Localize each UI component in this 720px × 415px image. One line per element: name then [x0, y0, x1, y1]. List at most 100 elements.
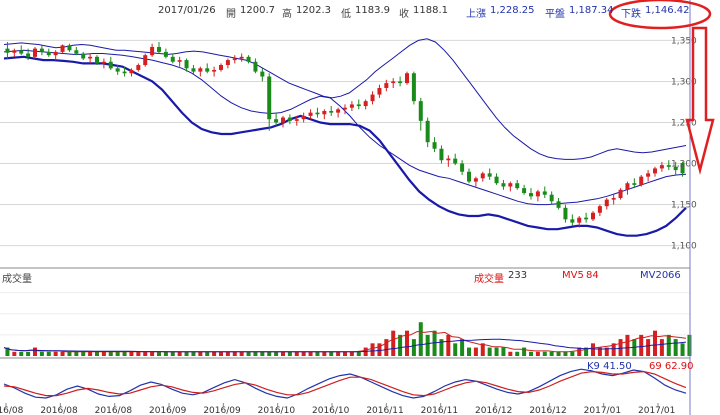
- volume-bar: [673, 339, 678, 356]
- candle-body: [591, 212, 595, 220]
- candle-body: [315, 112, 320, 115]
- x-tick-label: 2016/09: [203, 406, 241, 415]
- candle-body: [411, 73, 416, 102]
- volume-bar: [60, 351, 65, 356]
- volume-bar: [308, 351, 313, 356]
- candle-body: [232, 58, 237, 61]
- header-open-label: 開: [226, 9, 236, 20]
- candle-body: [122, 71, 127, 74]
- volume-bar: [101, 351, 106, 356]
- volume-bar: [653, 330, 657, 356]
- volume-bar: [246, 351, 251, 356]
- volume-bar: [611, 343, 616, 356]
- volume-bar: [260, 351, 265, 356]
- volume-bar: [646, 339, 651, 356]
- candle-body: [329, 110, 334, 113]
- volume-bar: [480, 343, 485, 356]
- volume-bar: [122, 351, 127, 356]
- x-tick-label: 2016/11: [366, 406, 403, 415]
- volume-bar: [556, 351, 561, 356]
- x-tick-label: 2017/01: [638, 406, 675, 415]
- mv5-label: MV5: [562, 270, 584, 281]
- candle-body: [287, 117, 292, 121]
- volume-bar: [597, 347, 602, 356]
- volume-bar: [315, 351, 320, 356]
- volume-value: 233: [508, 270, 528, 281]
- candle-body: [467, 171, 471, 182]
- candle-body: [666, 165, 671, 167]
- volume-bar: [384, 339, 389, 356]
- price-axis: 1,350 1,300 1,250 1,200 1,150 1,100: [671, 36, 697, 251]
- volume-bar: [591, 343, 595, 356]
- candle-body: [653, 168, 657, 174]
- x-tick-label: 2016/08: [40, 406, 78, 415]
- candle-body: [563, 207, 568, 220]
- candle-body: [549, 194, 554, 202]
- candle-body: [129, 69, 134, 74]
- candle-body: [480, 173, 485, 179]
- candle-body: [515, 183, 520, 189]
- volume-bar: [453, 343, 458, 356]
- volume-bar: [618, 339, 623, 356]
- candle-body: [225, 60, 230, 66]
- candle-body: [260, 71, 265, 77]
- volume-bar: [81, 351, 86, 356]
- bollinger-bands: [3, 38, 687, 237]
- volume-bar: [115, 351, 120, 356]
- candle-body: [246, 56, 251, 62]
- candle-body: [405, 73, 409, 84]
- header-low-value: 1183.9: [355, 5, 390, 16]
- candle-body: [529, 193, 533, 197]
- x-tick-label: 2016/11: [421, 406, 458, 415]
- volume-bar: [542, 351, 547, 356]
- volume-bar: [287, 351, 292, 356]
- candle-body: [163, 51, 168, 57]
- candle-body: [115, 68, 120, 72]
- k-line: [3, 368, 687, 399]
- volume-bar: [522, 347, 527, 356]
- header-high-value: 1202.3: [296, 5, 331, 16]
- volume-bar: [584, 347, 589, 356]
- mv20-line: [3, 338, 687, 353]
- candle-body: [67, 45, 72, 51]
- volume-bar: [336, 351, 341, 356]
- candle-body: [143, 55, 148, 66]
- candle-body: [88, 56, 93, 59]
- candle-body: [136, 65, 141, 70]
- candle-body: [239, 56, 244, 59]
- candle-body: [60, 45, 65, 52]
- volume-bar: [446, 334, 451, 356]
- y-tick-label: 1,150: [671, 201, 697, 211]
- volume-bar: [487, 347, 492, 356]
- volume-bar: [680, 343, 685, 356]
- volume-bar: [432, 330, 437, 356]
- volume-bar: [625, 334, 630, 356]
- volume-bar: [232, 351, 237, 356]
- candle-body: [453, 158, 458, 164]
- header-close-value: 1188.1: [413, 5, 448, 16]
- annotation: [608, 0, 715, 175]
- candle-body: [184, 60, 189, 69]
- volume-bar: [377, 343, 382, 356]
- volume-bar: [74, 351, 79, 356]
- header-high-label: 高: [282, 9, 292, 20]
- volume-bar: [225, 351, 230, 356]
- candle-body: [494, 176, 499, 184]
- candle-body: [646, 173, 651, 177]
- volume-bar: [439, 339, 444, 356]
- candle-body: [604, 199, 609, 207]
- candle-body: [33, 48, 37, 57]
- volume-bar: [301, 351, 306, 356]
- candle-body: [177, 60, 182, 62]
- volume-bar: [563, 351, 568, 356]
- volume-bar: [666, 334, 671, 356]
- candle-body: [26, 53, 31, 57]
- volume-bar: [349, 351, 354, 356]
- d-line: [3, 370, 687, 397]
- volume-bar: [322, 351, 327, 356]
- volume-bar: [687, 334, 692, 356]
- volume-grid: [0, 292, 690, 336]
- header-upper-label: 上漲: [466, 9, 486, 20]
- y-tick-label: 1,300: [671, 77, 697, 87]
